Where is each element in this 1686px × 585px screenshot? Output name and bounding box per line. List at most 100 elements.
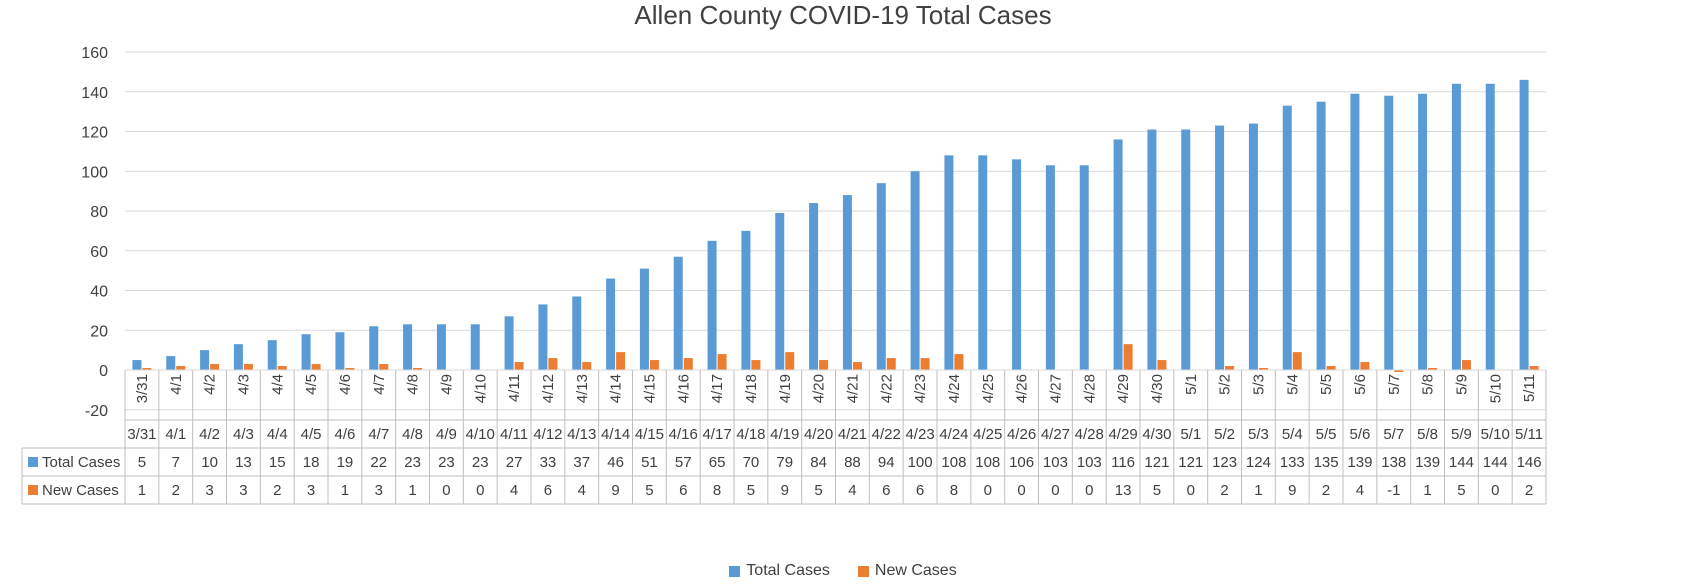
y-tick-label: -20 [85, 403, 108, 420]
table-header-cell: 5/10 [1481, 426, 1510, 443]
bar-total-cases [1215, 125, 1225, 370]
table-header-cell: 5/1 [1180, 426, 1201, 443]
table-row-label: New Cases [42, 482, 119, 499]
bar-new-cases [1360, 362, 1370, 370]
bar-total-cases [132, 360, 142, 370]
table-value-cell: 46 [607, 454, 624, 471]
table-header-cell: 4/24 [939, 426, 968, 443]
x-tick-label: 5/1 [1183, 374, 1200, 395]
table-value-cell: 22 [370, 454, 387, 471]
bar-total-cases [470, 324, 480, 370]
table-header-cell: 5/4 [1282, 426, 1303, 443]
table-value-cell: 3 [205, 482, 213, 499]
table-header-cell: 4/8 [402, 426, 423, 443]
table-value-cell: 2 [273, 482, 281, 499]
table-value-cell: 103 [1077, 454, 1102, 471]
table-value-cell: 2 [1220, 482, 1228, 499]
table-value-cell: 4 [510, 482, 518, 499]
table-value-cell: 139 [1415, 454, 1440, 471]
x-tick-label: 4/5 [303, 374, 320, 395]
bar-new-cases [785, 352, 795, 370]
table-value-cell: 5 [1153, 482, 1161, 499]
table-header-cell: 4/30 [1142, 426, 1171, 443]
x-tick-label: 4/6 [337, 374, 354, 395]
table-value-cell: 6 [544, 482, 552, 499]
x-tick-label: 4/23 [912, 374, 929, 403]
table-value-cell: 144 [1449, 454, 1474, 471]
bar-new-cases [210, 364, 220, 370]
y-tick-label: 20 [90, 323, 108, 340]
table-value-cell: 121 [1144, 454, 1169, 471]
legend-swatch-total-cases [729, 565, 741, 577]
bar-new-cases [1258, 368, 1268, 370]
table-header-cell: 5/11 [1515, 426, 1543, 443]
table-value-cell: 51 [641, 454, 658, 471]
table-value-cell: 6 [679, 482, 687, 499]
bar-new-cases [311, 364, 321, 370]
x-tick-label: 5/11 [1521, 374, 1538, 402]
table-value-cell: 2 [1322, 482, 1330, 499]
table-value-cell: 0 [984, 482, 992, 499]
x-tick-label: 5/9 [1453, 374, 1470, 395]
y-tick-label: 120 [81, 125, 108, 142]
bar-total-cases [1519, 79, 1529, 370]
table-header-cell: 4/11 [500, 426, 528, 443]
bar-new-cases [514, 362, 524, 370]
table-header-cell: 4/26 [1007, 426, 1036, 443]
table-swatch-total-cases [28, 457, 38, 467]
bar-new-cases [345, 368, 355, 370]
table-value-cell: 6 [882, 482, 890, 499]
table-value-cell: 135 [1314, 454, 1339, 471]
table-value-cell: 5 [814, 482, 822, 499]
x-tick-label: 4/14 [608, 374, 625, 403]
legend-label-new-cases: New Cases [874, 562, 957, 579]
table-header-cell: 4/19 [770, 426, 799, 443]
table-header-cell: 3/31 [127, 426, 156, 443]
table-header-cell: 4/9 [436, 426, 457, 443]
bar-total-cases [267, 340, 277, 370]
table-value-cell: 100 [908, 454, 933, 471]
x-tick-label: 4/19 [777, 374, 794, 403]
x-tick-label: 4/17 [709, 374, 726, 403]
bar-total-cases [1485, 83, 1495, 371]
table-value-cell: 5 [645, 482, 653, 499]
table-header-cell: 4/4 [267, 426, 288, 443]
table-value-cell: 0 [1187, 482, 1195, 499]
y-tick-label: 0 [99, 363, 108, 380]
x-tick-label: 4/29 [1115, 374, 1132, 403]
table-value-cell: 0 [476, 482, 484, 499]
table-value-cell: 5 [1457, 482, 1465, 499]
table-header-cell: 4/18 [736, 426, 765, 443]
table-value-cell: 8 [713, 482, 721, 499]
x-tick-label: 4/20 [811, 374, 828, 403]
y-tick-label: 100 [81, 164, 108, 181]
table-value-cell: 23 [404, 454, 421, 471]
table-value-cell: 1 [138, 482, 146, 499]
table-swatch-new-cases [28, 485, 38, 495]
table-header-cell: 4/15 [635, 426, 664, 443]
table-value-cell: 139 [1347, 454, 1372, 471]
legend-label-total-cases: Total Cases [746, 562, 830, 579]
chart-title: Allen County COVID-19 Total Cases [634, 0, 1052, 30]
table-value-cell: 18 [303, 454, 320, 471]
bar-new-cases [243, 364, 253, 370]
table-value-cell: 106 [1009, 454, 1034, 471]
bar-total-cases [910, 171, 920, 370]
legend-item-total-cases: Total Cases [729, 562, 830, 580]
x-tick-label: 4/25 [980, 374, 997, 403]
x-tick-label: 5/3 [1250, 374, 1267, 395]
y-tick-label: 140 [81, 85, 108, 102]
bar-new-cases [379, 364, 389, 370]
table-value-cell: 9 [1288, 482, 1296, 499]
bar-new-cases [548, 358, 558, 370]
x-tick-label: 5/6 [1352, 374, 1369, 395]
table-header-cell: 4/5 [301, 426, 322, 443]
x-tick-label: 4/24 [946, 374, 963, 403]
table-value-cell: 123 [1212, 454, 1237, 471]
table-header-cell: 4/22 [872, 426, 901, 443]
table-value-cell: 23 [472, 454, 489, 471]
table-header-cell: 4/23 [905, 426, 934, 443]
bar-new-cases [1225, 366, 1235, 370]
bar-total-cases [1451, 83, 1461, 371]
